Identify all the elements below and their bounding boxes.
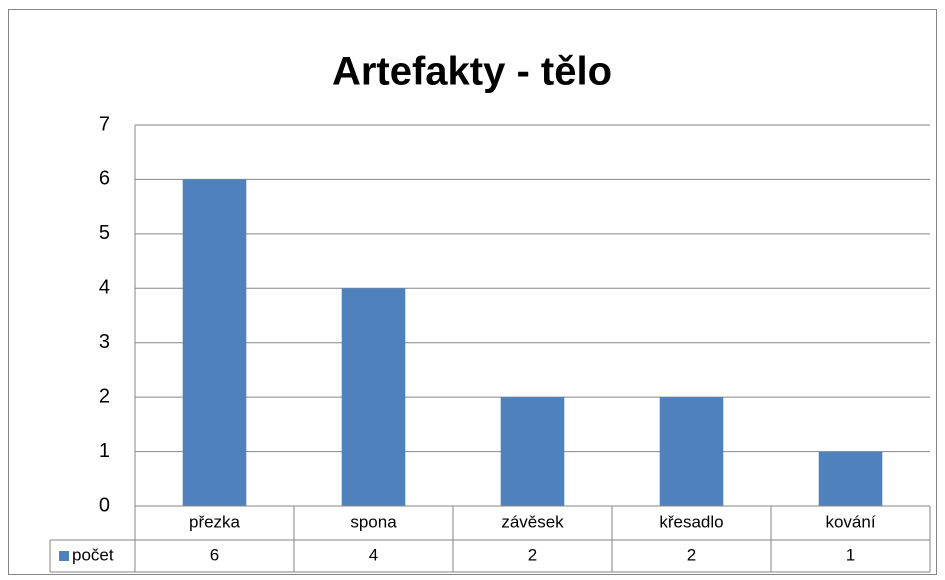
bar [500,397,565,506]
bar [182,179,247,506]
data-table-value: 4 [369,545,378,564]
y-tick-label: 7 [99,113,110,135]
y-tick-label: 5 [99,222,110,244]
y-tick-label: 1 [99,440,110,462]
y-tick-label: 6 [99,168,110,190]
chart-border [8,9,937,575]
x-tick-label: přezka [189,512,241,531]
data-table-value: 1 [846,545,855,564]
y-tick-label: 2 [99,385,110,407]
bar [659,397,724,506]
data-table-value: 2 [687,545,696,564]
y-tick-label: 4 [99,277,110,299]
data-table-value: 6 [210,545,219,564]
bar [341,288,406,506]
x-tick-label: křesadlo [659,512,723,531]
y-tick-label: 3 [99,331,110,353]
y-tick-label: 0 [99,494,110,516]
data-table-value: 2 [528,545,537,564]
x-tick-label: závěsek [501,512,564,531]
x-tick-label: kování [825,512,875,531]
bar [818,451,883,506]
legend-swatch [59,551,69,561]
x-tick-label: spona [350,512,397,531]
legend-label: počet [72,545,114,564]
chart-title: Artefakty - tělo [332,50,612,94]
